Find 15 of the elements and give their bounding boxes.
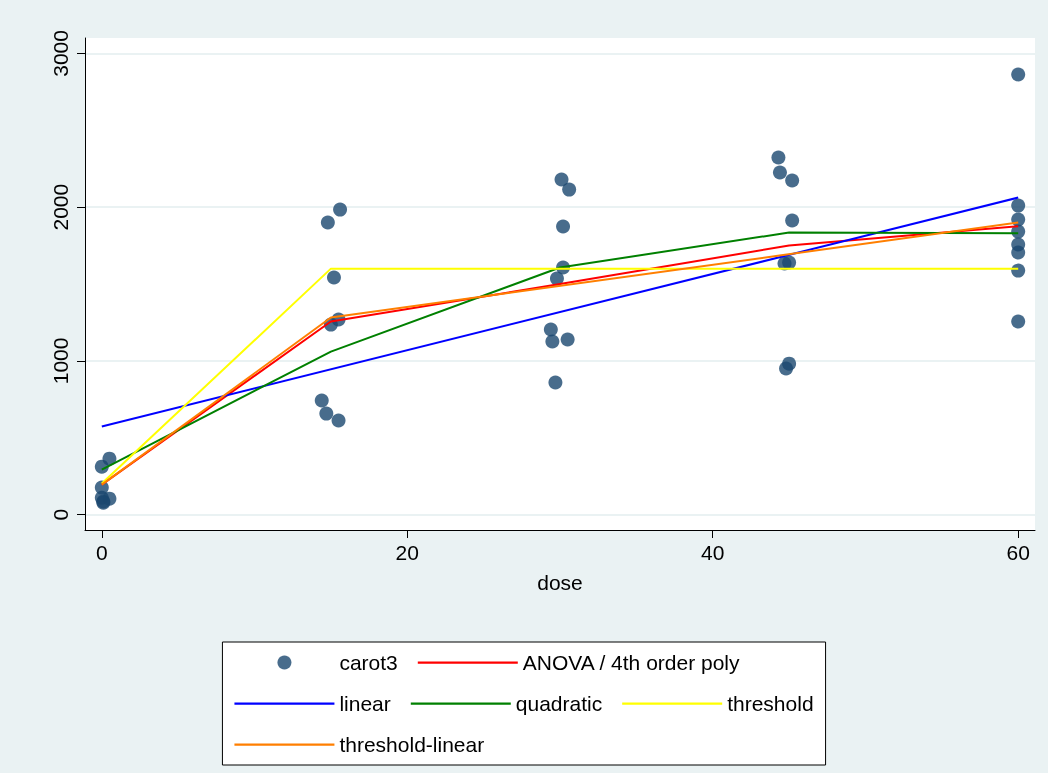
y-tick-label: 1000 [49,337,72,385]
legend-label: threshold-linear [339,733,485,756]
x-tick-label: 20 [395,541,419,564]
y-tick-label: 3000 [49,30,72,77]
legend-label: threshold [727,692,814,715]
legend-label: carot3 [339,651,398,674]
legend-label: linear [339,692,391,715]
legend-label: ANOVA / 4th order poly [522,651,741,674]
legend-label: quadratic [515,692,603,715]
x-tick-label: 40 [701,541,725,564]
x-tick-label: 0 [95,541,108,564]
y-tick-label: 0 [49,508,72,521]
x-tick-label: 60 [1006,541,1030,564]
x-axis-title: dose [537,571,583,594]
y-tick-label: 2000 [49,183,72,231]
